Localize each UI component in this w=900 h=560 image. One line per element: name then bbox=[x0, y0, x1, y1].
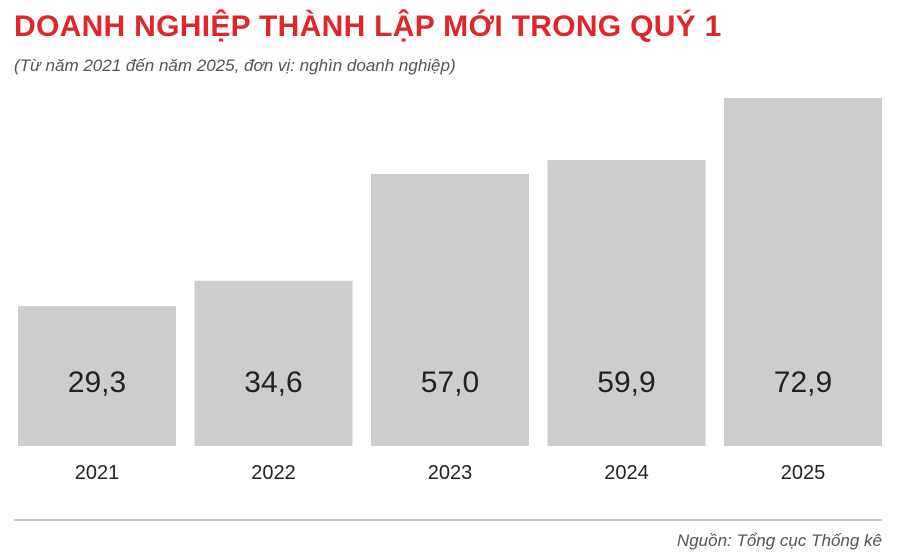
bar-2023 bbox=[371, 173, 529, 446]
category-label-2022: 2022 bbox=[251, 462, 296, 484]
value-label-2022: 34,6 bbox=[244, 366, 302, 399]
bar-2025 bbox=[724, 98, 882, 446]
category-label-2025: 2025 bbox=[781, 462, 826, 484]
value-label-2021: 29,3 bbox=[68, 366, 126, 399]
chart-title: DOANH NGHIỆP THÀNH LẬP MỚI TRONG QUÝ 1 bbox=[14, 10, 722, 43]
category-label-2023: 2023 bbox=[428, 462, 473, 484]
source-divider bbox=[14, 519, 882, 521]
category-label-2021: 2021 bbox=[75, 462, 120, 484]
bar-2022 bbox=[194, 280, 353, 446]
source-note: Nguồn: Tổng cục Thống kê bbox=[676, 531, 882, 550]
bar-2021 bbox=[18, 306, 176, 446]
value-label-2025: 72,9 bbox=[774, 366, 832, 399]
bar-2024 bbox=[547, 160, 706, 446]
value-label-2023: 57,0 bbox=[421, 366, 479, 399]
category-label-2024: 2024 bbox=[604, 462, 649, 484]
chart-subtitle: (Từ năm 2021 đến năm 2025, đơn vị: nghìn… bbox=[14, 56, 456, 75]
value-label-2024: 59,9 bbox=[597, 366, 655, 399]
